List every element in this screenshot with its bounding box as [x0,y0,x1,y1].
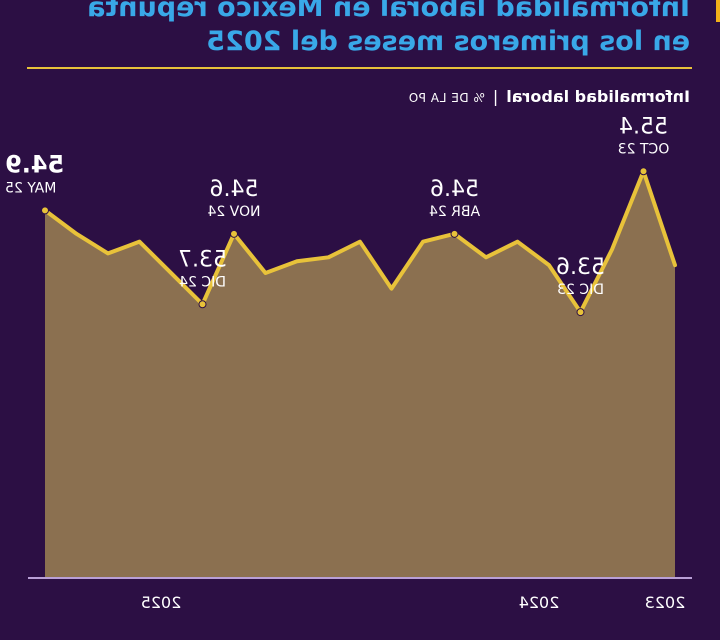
data-date-label: OCT 23 [618,141,670,157]
data-point-marker [450,229,459,238]
data-point-marker [576,308,585,317]
data-value-label: 54.6 [430,177,479,202]
data-date-label: DIC 23 [557,282,604,298]
data-value-label: 54.9 [5,150,64,178]
data-value-label: 53.6 [556,255,605,280]
data-point-marker [639,167,648,176]
series-line [43,169,677,315]
x-tick-label: 2025 [141,593,182,612]
data-point-marker [230,229,238,238]
data-value-label: 53.7 [178,247,227,272]
data-date-label: NOV 24 [207,204,260,220]
data-date-label: DIC 24 [179,274,226,290]
area-fill [45,171,675,579]
x-tick-label: 2023 [645,593,686,612]
data-value-label: 55.4 [619,114,668,139]
data-point-marker [41,206,49,215]
data-date-label: MAY 25 [5,180,56,196]
x-tick-label: 2024 [519,593,560,612]
data-date-label: ABR 24 [429,204,480,220]
data-point-marker [198,300,207,309]
data-value-label: 54.6 [210,177,259,202]
